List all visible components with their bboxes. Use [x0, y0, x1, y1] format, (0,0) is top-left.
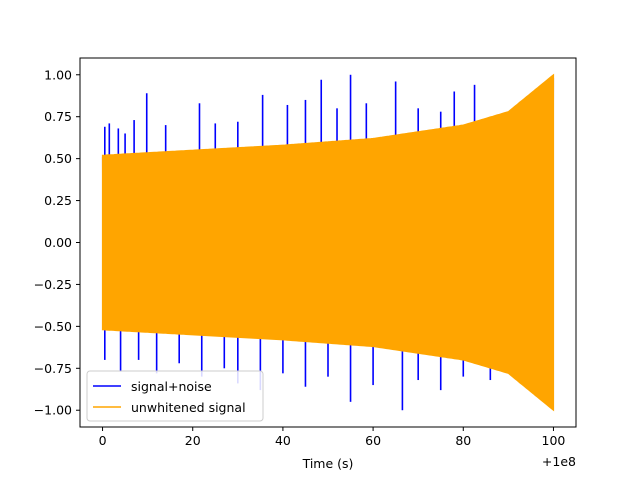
y-axis-ticks: −1.00 −0.75 −0.50 −0.25 0.00 0.25 0.50 0.75 1.00: [34, 67, 80, 418]
series-unwhitened-signal-band: [101, 73, 555, 412]
y-tick-label-7: 0.75: [44, 109, 72, 124]
plot-area: [101, 73, 555, 412]
legend-box: [86, 370, 264, 422]
legend-label-signal-noise: signal+noise: [131, 379, 212, 394]
x-tick-label-0: 0: [99, 433, 107, 448]
legend: signal+noise unwhitened signal: [86, 370, 264, 422]
y-tick-label-2: −0.50: [34, 319, 72, 334]
y-tick-label-6: 0.50: [44, 151, 72, 166]
y-tick-label-0: −1.00: [34, 403, 72, 418]
x-axis-ticks: 0 20 40 60 80 100: [99, 427, 566, 448]
x-tick-label-3: 60: [365, 433, 381, 448]
x-tick-label-5: 100: [542, 433, 566, 448]
x-axis-offset-label: +1e8: [542, 454, 576, 469]
x-tick-label-2: 40: [275, 433, 291, 448]
x-axis-label: Time (s): [302, 456, 354, 471]
y-tick-label-5: 0.25: [44, 193, 72, 208]
x-tick-label-4: 80: [455, 433, 471, 448]
legend-label-unwhitened-signal: unwhitened signal: [131, 400, 246, 415]
y-tick-label-4: 0.00: [44, 235, 72, 250]
y-tick-label-3: −0.25: [34, 277, 72, 292]
y-tick-label-1: −0.75: [34, 361, 72, 376]
x-tick-label-1: 20: [185, 433, 201, 448]
y-tick-label-8: 1.00: [44, 67, 72, 82]
